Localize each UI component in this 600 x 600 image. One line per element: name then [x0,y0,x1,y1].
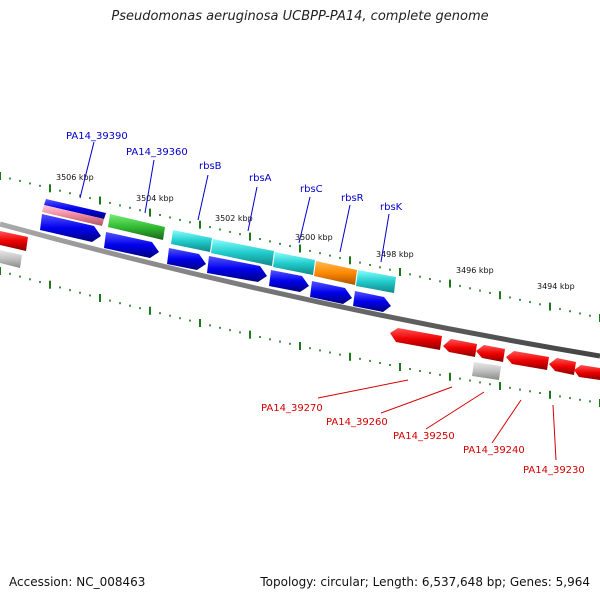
genome-backbone [0,221,600,359]
gene-pa14-39250[interactable] [476,345,505,362]
scale-labels: 3506 kbp 3504 kbp 3502 kbp 3500 kbp 3498… [56,173,575,291]
gene-rbsr[interactable] [314,261,357,285]
label-leader [380,386,453,414]
gene-rbsc[interactable] [273,252,315,275]
gene-pa14-39240[interactable] [506,351,549,370]
gene-pa14-39390-upper[interactable] [44,199,106,219]
gene-reverse-right[interactable] [574,365,600,380]
gene-pa14-39390-pink[interactable] [42,205,104,226]
gene-forward-arrow[interactable] [40,214,101,242]
label-leader [247,186,258,232]
gene-pseudo-left[interactable] [0,250,22,268]
upper-gene-track [0,199,396,293]
label-leader [298,196,311,244]
reverse-gene-track [390,328,600,380]
gene-rbsk[interactable] [356,270,396,293]
gene-pa14-39260[interactable] [443,339,477,357]
bottom-gene-labels: PA14_39270 PA14_39260 PA14_39250 PA14_39… [261,379,585,476]
genome-summary-text: Topology: circular; Length: 6,537,648 bp… [260,575,590,589]
gene-label-pa14-39230[interactable]: PA14_39230 [523,465,585,476]
top-gene-labels: PA14_39390 PA14_39360 rbsB rbsA rbsC rbs… [66,131,403,263]
label-leader [339,204,351,253]
scale-label: 3506 kbp [56,173,94,182]
scale-label: 3500 kbp [295,233,333,242]
map-title: Pseudomonas aeruginosa UCBPP-PA14, compl… [111,9,489,24]
scale-label: 3502 kbp [215,214,253,223]
label-leader [491,399,522,444]
gene-forward-arrow[interactable] [310,281,352,304]
label-leader [79,141,95,199]
accession-text: Accession: NC_008463 [9,575,146,589]
scale-label: 3504 kbp [136,194,174,203]
label-leader [380,213,390,263]
gene-rbsb[interactable] [171,230,212,252]
gene-label-rbsc[interactable]: rbsC [300,184,323,195]
gene-label-pa14-39270[interactable]: PA14_39270 [261,403,323,414]
outer-scale-ring [0,172,600,322]
gene-pseudo-right[interactable] [472,362,501,380]
gene-label-pa14-39390[interactable]: PA14_39390 [66,131,128,142]
gene-forward-arrow[interactable] [269,270,309,292]
gene-label-pa14-39260[interactable]: PA14_39260 [326,417,388,428]
gene-pa14-39270[interactable] [390,328,442,350]
scale-label: 3494 kbp [537,282,575,291]
gene-forward-arrow[interactable] [167,248,206,270]
label-leader [144,159,155,214]
inner-scale-ring [0,267,600,407]
gene-rbsa[interactable] [211,239,274,266]
label-leader [425,391,485,430]
gene-forward-arrow[interactable] [104,232,159,258]
label-leader [197,174,209,221]
gene-forward-arrow[interactable] [353,291,391,312]
gene-label-pa14-39240[interactable]: PA14_39240 [463,445,525,456]
gene-reverse-left[interactable] [0,231,28,251]
gene-pa14-39230[interactable] [549,358,576,375]
gene-label-rbsb[interactable]: rbsB [199,161,222,172]
label-leader [552,404,557,461]
gene-forward-arrow[interactable] [207,256,267,282]
gene-label-rbsr[interactable]: rbsR [341,193,364,204]
lower-gene-track [0,214,391,312]
scale-label: 3496 kbp [456,266,494,275]
gene-green[interactable] [108,214,165,240]
gene-label-rbsk[interactable]: rbsK [380,202,403,213]
gene-label-rbsa[interactable]: rbsA [249,173,272,184]
scale-label: 3498 kbp [376,250,414,259]
label-leader [317,379,409,399]
gene-label-pa14-39250[interactable]: PA14_39250 [393,431,455,442]
gene-label-pa14-39360[interactable]: PA14_39360 [126,147,188,158]
